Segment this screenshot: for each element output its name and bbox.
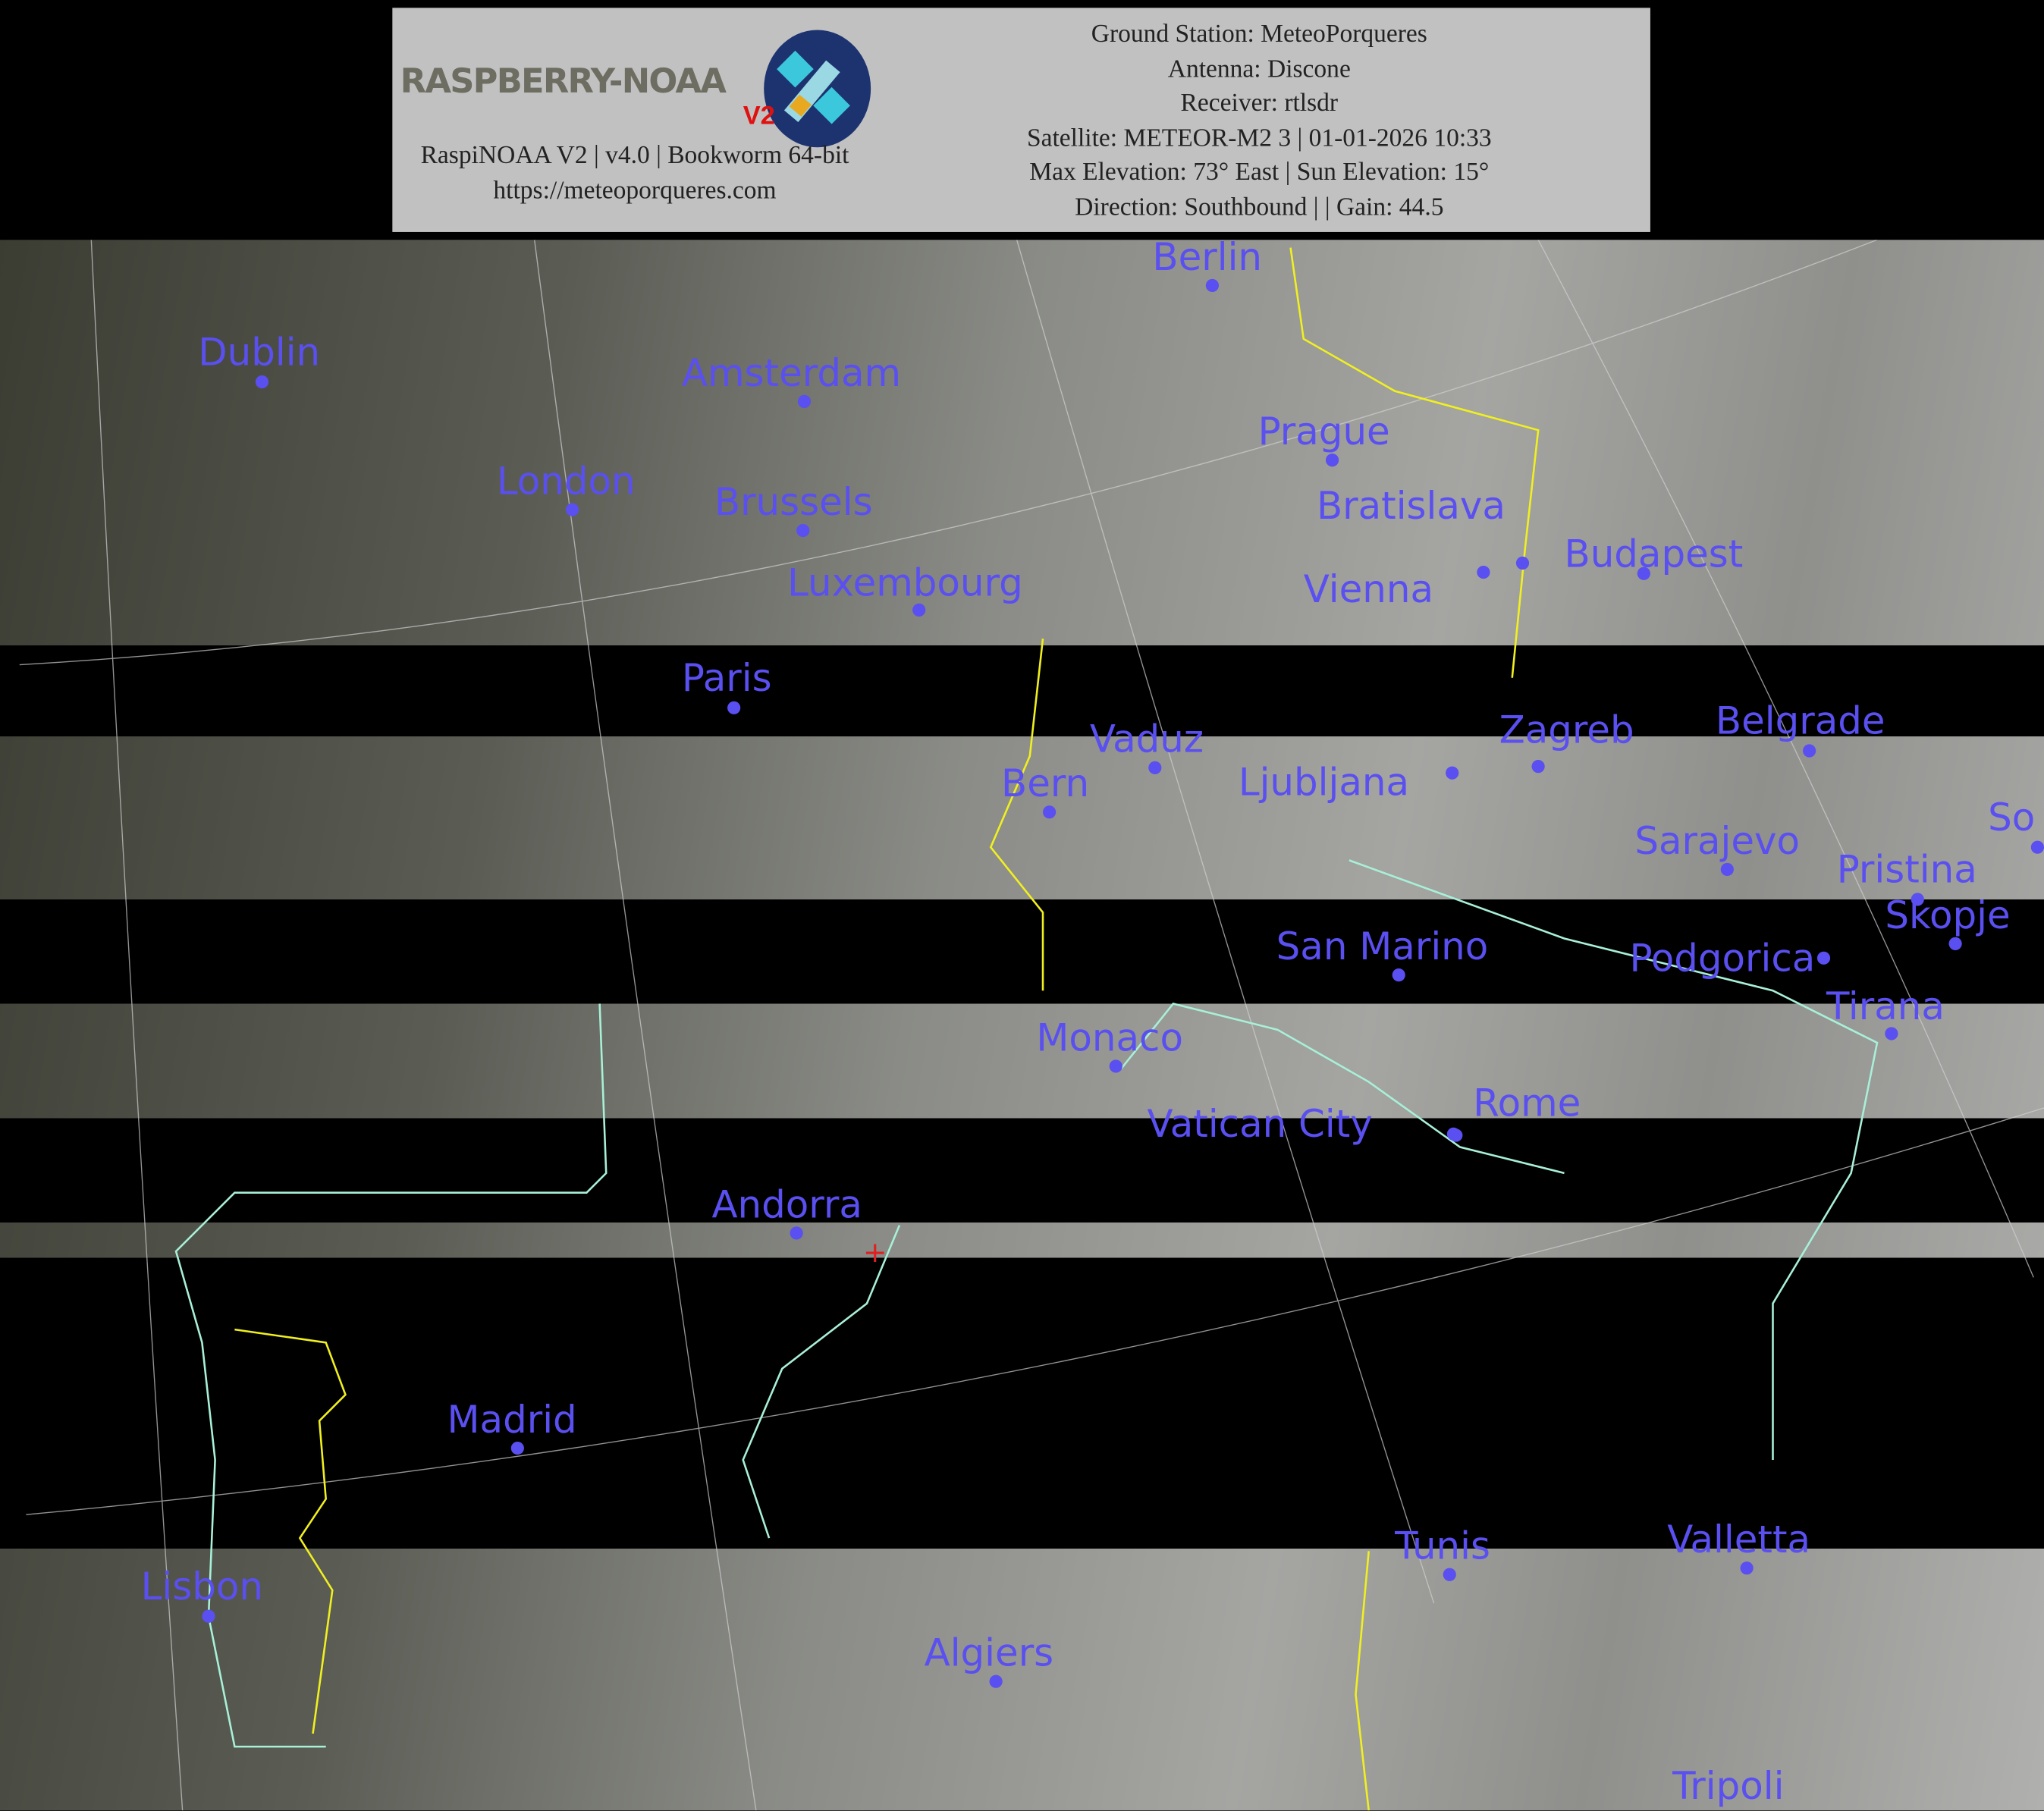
city-label: Vaduz — [1089, 717, 1204, 761]
city-label: Vienna — [1303, 567, 1434, 612]
city-label: Algiers — [924, 1631, 1054, 1675]
city-dot-icon — [727, 701, 741, 714]
city-dot-icon — [1109, 1059, 1122, 1073]
city-dot-icon — [912, 603, 926, 617]
city-label: Berlin — [1152, 240, 1263, 279]
city-label: Dublin — [198, 329, 321, 375]
website-text: https://meteoporqueres.com — [493, 177, 777, 205]
graticule-lines — [19, 240, 2044, 1811]
city-dot-icon — [510, 1441, 524, 1455]
city-label: Belgrade — [1715, 698, 1885, 743]
city-label: Andorra — [711, 1182, 862, 1227]
city-label: Tunis — [1395, 1524, 1490, 1568]
city-dot-icon — [565, 503, 579, 516]
city-label: Amsterdam — [681, 350, 902, 395]
city-label: Valletta — [1667, 1517, 1811, 1562]
city-label: San Marino — [1276, 924, 1489, 969]
city-dot-icon — [1443, 1568, 1456, 1581]
city-dot-icon — [790, 1226, 803, 1240]
elevation: Max Elevation: 73° East | Sun Elevation:… — [1029, 159, 1490, 187]
city-dot-icon — [989, 1674, 1003, 1688]
ground-station-marker-icon: + — [862, 1237, 887, 1270]
city-label: Monaco — [1036, 1015, 1183, 1060]
city-dot-icon — [1531, 760, 1545, 774]
pass-info-header: RASPBERRY-NOAA V2 RaspiNOAA V2 | v4.0 | … — [392, 8, 1650, 232]
city-dot-icon — [1449, 1128, 1463, 1142]
satellite-logo-icon — [764, 30, 871, 148]
city-label: Bern — [1001, 761, 1090, 806]
city-dot-icon — [1325, 454, 1339, 467]
satellite: Satellite: METEOR-M2 3 | 01-01-2026 10:3… — [1026, 124, 1492, 152]
city-label: Pristina — [1836, 847, 1977, 892]
city-label: So — [1988, 795, 2036, 840]
city-label: Ljubljana — [1238, 760, 1410, 805]
city-dot-icon — [1477, 565, 1490, 579]
city-dot-icon — [255, 375, 269, 389]
city-dot-icon — [1637, 567, 1650, 580]
coastline — [174, 859, 1879, 1748]
city-label: Bratislava — [1316, 483, 1506, 529]
city-dot-icon — [1803, 744, 1816, 758]
city-dot-icon — [1043, 805, 1057, 819]
city-label: Zagreb — [1499, 708, 1634, 752]
city-dot-icon — [202, 1609, 215, 1623]
city-label: Podgorica — [1629, 936, 1816, 981]
city-dot-icon — [1911, 893, 1924, 906]
city-label: Rome — [1473, 1080, 1581, 1125]
city-dot-icon — [797, 394, 812, 408]
city-dot-icon — [1740, 1561, 1754, 1575]
city-dot-icon — [1720, 862, 1734, 876]
city-dot-icon — [1148, 761, 1162, 774]
city-label: Luxembourg — [787, 560, 1023, 605]
logo-text: RASPBERRY-NOAA — [400, 62, 727, 102]
pass-info: Ground Station: MeteoPorqueres Antenna: … — [966, 18, 1553, 226]
city-label: Skopje — [1885, 893, 2011, 937]
city-dot-icon — [1392, 968, 1405, 982]
city-label: Paris — [681, 655, 772, 700]
city-label: Tirana — [1826, 984, 1945, 1029]
software-version: RaspiNOAA V2 | v4.0 | Bookworm 64-bit — [420, 142, 849, 170]
city-dot-icon — [1948, 937, 1962, 950]
city-label: London — [496, 459, 636, 504]
city-dot-icon — [1816, 951, 1831, 965]
city-label: Budapest — [1564, 532, 1744, 576]
city-dot-icon — [1446, 766, 1459, 780]
city-label: Tripoli — [1672, 1763, 1785, 1808]
direction-gain: Direction: Southbound | | Gain: 44.5 — [1075, 194, 1444, 222]
city-label: Vatican City — [1147, 1101, 1373, 1146]
receiver: Receiver: rtlsdr — [1180, 89, 1339, 118]
city-label: Prague — [1257, 409, 1390, 454]
logo-version: V2 — [743, 102, 775, 130]
city-dot-icon — [1885, 1027, 1898, 1040]
ground-station: Ground Station: MeteoPorqueres — [1091, 20, 1427, 49]
city-label: Madrid — [447, 1397, 577, 1442]
antenna: Antenna: Discone — [1167, 55, 1351, 83]
country-borders — [234, 247, 1540, 1811]
city-dot-icon — [2030, 840, 2044, 854]
city-label: Lisbon — [140, 1564, 263, 1609]
map-image: + Berlin Dublin Amsterdam London Prague Bruss… — [0, 240, 2044, 1811]
city-dot-icon — [796, 523, 810, 538]
city-dot-icon — [1205, 278, 1220, 292]
city-label: Sarajevo — [1634, 818, 1801, 863]
city-label: Brussels — [714, 479, 873, 524]
city-dot-icon — [1515, 556, 1530, 570]
